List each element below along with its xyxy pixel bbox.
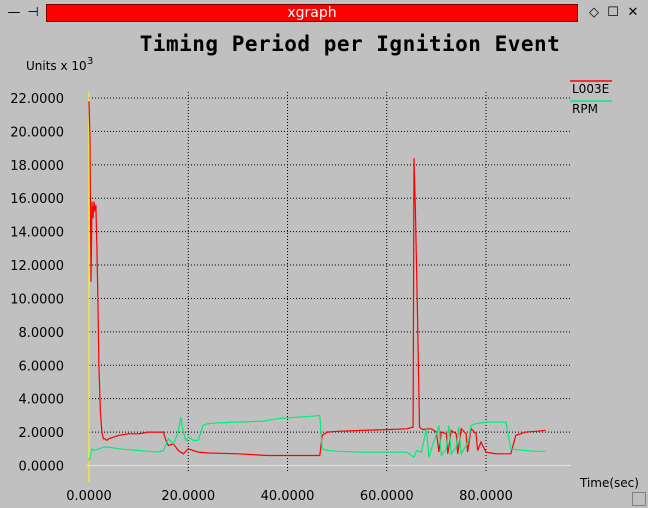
y-tick-label: 22.0000 [10, 92, 64, 107]
chart-svg: 0.0000 2.0000 4.0000 6.0000 8.0000 10.0000 12.… [10, 56, 639, 504]
chart-area: Timing Period per Ignition Event 0.0000 2… [0, 26, 648, 508]
y-tick-label: 16.0000 [10, 192, 64, 207]
x-tick-label: 20.0000 [161, 489, 215, 504]
x-axis-label: Time(sec) [579, 476, 639, 490]
y-axis-label: Units x 10 [26, 59, 87, 73]
window-title: xgraph [287, 5, 337, 21]
x-tick-label: 0.0000 [66, 489, 112, 504]
minimize-icon[interactable]: ◇ [589, 5, 599, 20]
close-icon[interactable]: ✕ [627, 5, 639, 20]
y-tick-label: 0.0000 [19, 460, 65, 475]
legend-label-l003e: L003E [572, 82, 609, 96]
y-tick-label: 18.0000 [10, 159, 64, 174]
labels-layer: 0.0000 2.0000 4.0000 6.0000 8.0000 10.0000 12.… [10, 56, 639, 504]
legend-label-rpm: RPM [572, 102, 598, 116]
window-title-bar[interactable]: xgraph [46, 4, 578, 22]
pin-icon[interactable]: ⊣ [27, 5, 39, 20]
y-axis-exponent: 3 [87, 56, 93, 67]
grid-layer [89, 92, 571, 472]
axes-layer [87, 92, 571, 482]
resize-grip[interactable] [632, 492, 646, 506]
window-menu-icon[interactable]: — [7, 5, 21, 20]
y-tick-label: 14.0000 [10, 226, 64, 241]
x-tick-label: 40.0000 [261, 489, 315, 504]
y-tick-label: 6.0000 [19, 359, 65, 374]
maximize-icon[interactable]: ☐ [607, 5, 619, 20]
y-tick-label: 2.0000 [19, 426, 65, 441]
x-tick-label: 80.0000 [459, 489, 513, 504]
y-tick-label: 4.0000 [19, 393, 65, 408]
series-line-rpm [88, 414, 546, 461]
series-line-l003e [88, 101, 546, 457]
y-tick-label: 20.0000 [10, 125, 64, 140]
legend-layer: L003E RPM [570, 80, 612, 116]
window-titlebar[interactable]: — ⊣ xgraph ◇ ☐ ✕ [0, 0, 648, 26]
x-tick-label: 60.0000 [360, 489, 414, 504]
y-tick-label: 12.0000 [10, 259, 64, 274]
series-layer [88, 101, 546, 461]
chart-title: Timing Period per Ignition Event [139, 32, 561, 56]
y-tick-label: 10.0000 [10, 292, 64, 307]
y-tick-label: 8.0000 [19, 326, 65, 341]
